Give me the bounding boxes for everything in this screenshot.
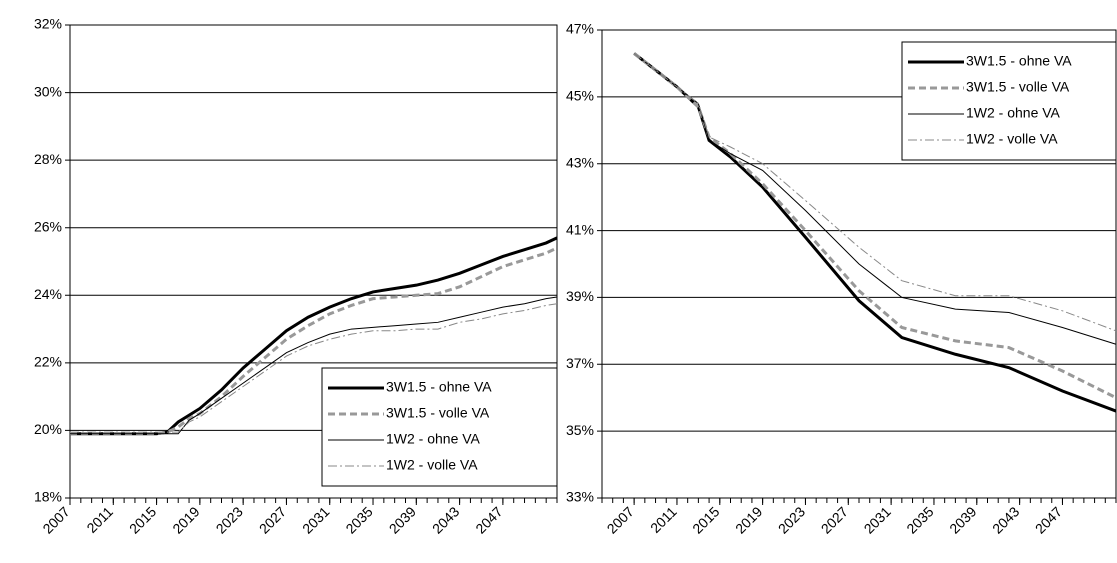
series-line (70, 296, 558, 435)
x-tick-label: 2019 (732, 503, 765, 536)
x-tick-label: 2023 (213, 503, 246, 536)
x-tick-label: 2047 (472, 503, 505, 536)
y-tick-label: 43% (566, 154, 594, 170)
x-tick-label: 2015 (689, 503, 722, 536)
y-tick-label: 37% (566, 355, 594, 371)
y-tick-label: 35% (566, 422, 594, 438)
legend-label: 1W2 - volle VA (386, 457, 478, 473)
x-tick-label: 2007 (604, 503, 637, 536)
y-tick-label: 39% (566, 288, 594, 304)
y-tick-label: 47% (566, 21, 594, 37)
y-tick-label: 45% (566, 88, 594, 104)
legend-label: 1W2 - volle VA (966, 131, 1058, 147)
y-tick-label: 30% (34, 83, 62, 99)
y-tick-label: 22% (34, 354, 62, 370)
series-line (70, 246, 558, 436)
x-tick-label: 2023 (775, 503, 808, 536)
x-tick-label: 2011 (83, 503, 116, 536)
y-tick-label: 32% (34, 16, 62, 32)
legend-label: 3W1.5 - volle VA (386, 405, 490, 421)
x-tick-label: 2039 (386, 503, 419, 536)
legend: 3W1.5 - ohne VA 3W1.5 - volle VA 1W2 - ohn… (321, 367, 558, 487)
y-tick-label: 26% (34, 218, 62, 234)
y-tick-label: 33% (566, 489, 594, 505)
x-tick-label: 2035 (342, 503, 375, 536)
x-tick-label: 2039 (946, 503, 979, 536)
y-tick-label: 18% (34, 489, 62, 505)
x-tick-label: 2011 (647, 503, 680, 536)
legend-label: 3W1.5 - volle VA (966, 79, 1070, 95)
x-tick-label: 2043 (989, 503, 1022, 536)
x-tick-label: 2027 (256, 503, 289, 536)
series-line (633, 53, 1117, 332)
legend-label: 3W1.5 - ohne VA (966, 53, 1072, 69)
legend: 3W1.5 - ohne VA 3W1.5 - volle VA 1W2 - ohn… (901, 41, 1117, 161)
legend-label: 1W2 - ohne VA (966, 105, 1061, 121)
legend-label: 1W2 - ohne VA (386, 431, 481, 447)
y-tick-label: 28% (34, 151, 62, 167)
legend-label: 3W1.5 - ohne VA (386, 379, 492, 395)
x-tick-label: 2047 (1032, 503, 1065, 536)
x-tick-label: 2019 (169, 503, 202, 536)
x-tick-label: 2043 (429, 503, 462, 536)
x-tick-label: 2031 (299, 503, 332, 536)
y-tick-label: 41% (566, 221, 594, 237)
x-tick-label: 2035 (903, 503, 936, 536)
y-tick-label: 24% (34, 286, 62, 302)
x-tick-label: 2031 (861, 503, 894, 536)
x-tick-label: 2007 (39, 503, 72, 536)
x-tick-label: 2027 (818, 503, 851, 536)
x-tick-label: 2015 (126, 503, 159, 536)
series-line (70, 303, 558, 433)
y-tick-label: 20% (34, 421, 62, 437)
